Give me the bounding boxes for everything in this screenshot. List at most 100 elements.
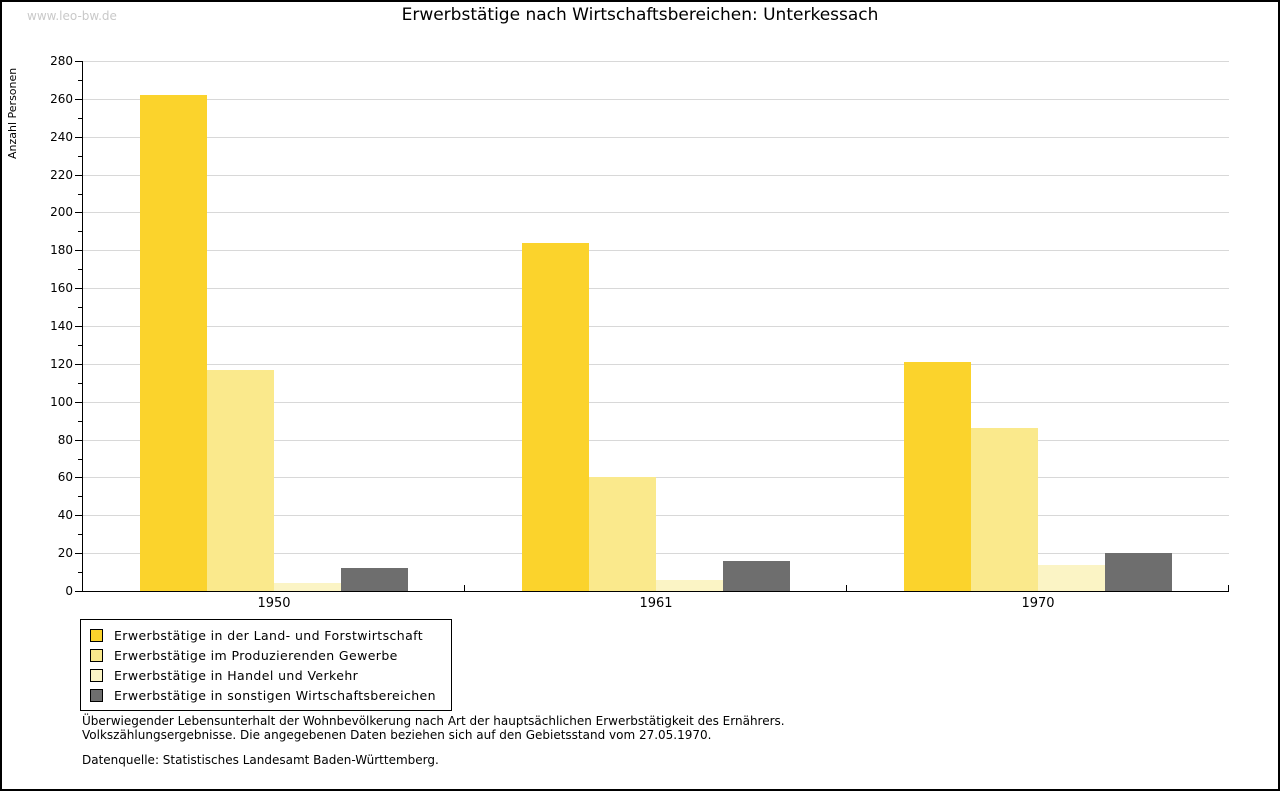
y-axis-minor-tick [78,344,83,346]
y-axis-minor-tick [78,420,83,422]
y-axis-tick [75,591,83,592]
y-tick-label: 280 [50,54,73,68]
y-tick-label: 160 [50,281,73,296]
gridline [83,98,1229,100]
x-tick-label: 1950 [257,596,291,611]
y-tick-label: 240 [50,129,73,144]
y-tick-label: 200 [50,205,73,220]
bar-1970 [971,428,1038,591]
y-axis-tick [75,515,83,517]
gridline [83,136,1229,138]
y-axis-minor-tick [78,458,83,460]
bar-1961 [656,579,723,591]
y-tick-label: 180 [50,243,73,258]
bar-1970 [904,362,971,591]
y-axis-minor-tick [78,269,83,271]
gridline [83,288,1229,290]
y-tick-label: 260 [50,91,73,106]
bar-1950 [274,583,341,591]
legend-label: Erwerbstätige in Handel und Verkehr [114,667,359,683]
y-axis-minor-tick [78,79,83,81]
gridline [83,477,1229,479]
legend-swatch [90,628,103,642]
gridline [83,363,1229,365]
gridline [83,401,1229,403]
x-tick-label: 1961 [639,596,673,611]
legend-label: Erwerbstätige im Produzierenden Gewerbe [114,647,398,663]
data-source-text: Datenquelle: Statistisches Landesamt Bad… [82,753,439,767]
y-axis-minor-tick [78,496,83,498]
y-tick-label: 20 [57,546,73,561]
y-axis-minor-tick [78,382,83,384]
legend-row: Erwerbstätige in Handel und Verkehr [90,665,451,685]
y-axis-tick [75,477,83,479]
site-watermark: www.leo-bw.de [27,9,117,23]
bar-1961 [522,242,589,591]
bar-1950 [140,95,207,591]
y-axis-tick [75,439,83,441]
gridline [83,515,1229,517]
bar-1950 [207,369,274,591]
legend-label: Erwerbstätige in der Land- und Forstwirt… [114,627,424,643]
y-tick-label: 140 [50,319,73,333]
bar-1970 [1105,553,1172,591]
y-axis-title: Anzahl Personen [6,67,19,160]
y-axis-tick [75,363,83,365]
y-axis-tick [75,136,83,138]
legend-swatch [90,668,103,682]
y-axis-tick [75,326,83,327]
y-tick-label: 60 [57,470,73,485]
gridline [83,326,1229,327]
legend-label: Erwerbstätige in sonstigen Wirtschaftsbe… [114,687,436,703]
y-axis-tick [75,212,83,214]
legend-swatch [90,648,103,662]
y-axis-tick [75,553,83,555]
footnote-line-2: Volkszählungsergebnisse. Die angegebenen… [82,728,712,742]
y-axis-minor-tick [78,534,83,536]
footnote-text: Überwiegender Lebensunterhalt der Wohnbe… [82,714,785,742]
y-tick-label: 120 [50,356,73,371]
y-axis-tick [75,401,83,403]
bar-1950 [341,568,408,591]
plot-area: 0 20 40 60 80 100 120 140 160 180 200 220 240 260 280 1… [50,55,1229,611]
legend-box: Erwerbstätige in der Land- und Forstwirt… [80,619,452,711]
y-axis-tick [75,288,83,290]
y-axis-tick [75,174,83,176]
y-tick-label: 100 [50,394,73,409]
gridline [83,553,1229,555]
legend-row: Erwerbstätige im Produzierenden Gewerbe [90,645,451,665]
x-separator-tick [464,585,465,591]
y-axis-minor-tick [78,231,83,233]
footnote-line-1: Überwiegender Lebensunterhalt der Wohnbe… [82,714,785,728]
gridline [83,212,1229,214]
y-axis-minor-tick [78,193,83,195]
x-separator-tick [846,585,847,591]
bar-1961 [589,477,656,591]
legend-row: Erwerbstätige in der Land- und Forstwirt… [90,625,451,645]
x-tick-label: 1970 [1021,596,1055,611]
bar-group [140,61,408,591]
gridline [83,61,1229,62]
y-tick-label: 0 [65,584,73,598]
y-tick-label: 40 [57,508,73,523]
legend-swatch [90,688,103,702]
bar-group [904,61,1172,591]
chart-title: Erwerbstätige nach Wirtschaftsbereichen:… [401,5,879,25]
y-axis-tick [75,98,83,100]
gridline [83,174,1229,176]
bar-1970 [1038,564,1105,591]
y-axis-minor-tick [78,572,83,574]
gridline [83,439,1229,441]
bar-group [522,61,790,591]
y-axis-tick [75,61,83,62]
y-axis-minor-tick [78,117,83,119]
y-axis-tick [75,250,83,252]
y-tick-label: 80 [57,432,73,447]
y-axis-minor-tick [78,307,83,309]
y-tick-label: 220 [50,167,73,182]
x-separator-tick [1228,585,1229,591]
bar-1961 [723,560,790,591]
y-axis-minor-tick [78,155,83,157]
gridline [83,250,1229,252]
